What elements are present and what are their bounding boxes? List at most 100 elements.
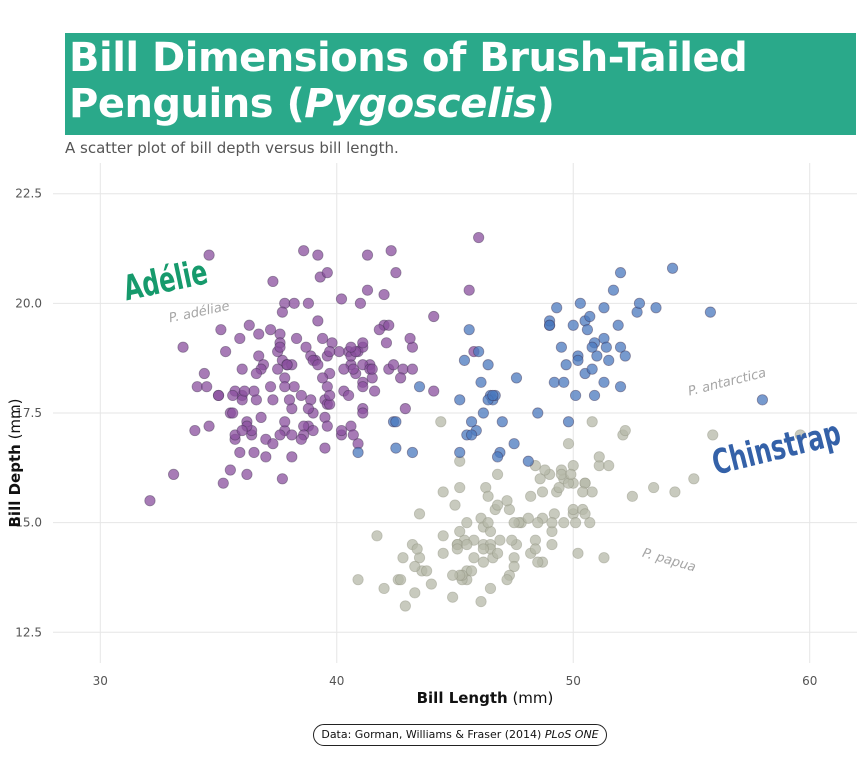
adelie-point: [220, 345, 232, 358]
gentoo-point: [558, 517, 570, 529]
chinstrap-point: [584, 310, 596, 323]
gentoo-point: [525, 490, 537, 502]
adelie-point: [241, 468, 253, 481]
chinstrap-point: [598, 376, 610, 388]
adelie-point: [373, 324, 385, 336]
chinstrap-point: [607, 284, 620, 296]
adelie-point: [217, 477, 229, 489]
adelie-point: [227, 407, 239, 419]
gentoo-point: [437, 486, 449, 498]
gentoo-point: [539, 464, 551, 476]
chinstrap-point: [586, 363, 598, 375]
gentoo-point: [565, 468, 577, 481]
gentoo-point: [598, 552, 610, 564]
adelie-point: [260, 451, 272, 463]
gentoo-point: [536, 486, 549, 498]
gentoo-point: [449, 499, 461, 511]
adelie-point: [395, 372, 407, 384]
gentoo-point: [461, 517, 473, 529]
chinstrap-point: [463, 324, 475, 336]
adelie-point: [276, 306, 288, 318]
adelie-point: [248, 446, 260, 459]
chinstrap-point: [598, 302, 610, 314]
chinstrap-point: [406, 446, 419, 459]
gentoo-point: [567, 503, 579, 516]
adelie-point: [201, 381, 213, 393]
chinstrap-point: [475, 376, 487, 388]
adelie-point: [302, 297, 314, 309]
title-banner: [65, 33, 856, 135]
adelie-point: [283, 394, 296, 406]
gentoo-point: [532, 556, 544, 568]
adelie-point: [288, 381, 300, 393]
adelie-point: [390, 267, 402, 279]
gentoo-point: [555, 468, 568, 481]
adelie-point: [234, 332, 246, 345]
adelie-point: [191, 381, 203, 393]
gentoo-point: [378, 582, 390, 595]
gentoo-point: [477, 556, 489, 568]
gentoo-point: [491, 468, 504, 481]
chinstrap-point: [569, 389, 582, 402]
adelie-point: [385, 245, 397, 257]
adelie-point: [215, 324, 227, 336]
adelie-point: [321, 420, 333, 432]
gentoo-point: [501, 574, 513, 586]
adelie-point: [177, 341, 189, 353]
gentoo-point: [522, 512, 534, 524]
gentoo-point: [482, 517, 494, 529]
adelie-point: [276, 473, 288, 485]
gentoo-point: [501, 495, 513, 507]
chinstrap-point: [633, 297, 646, 309]
caption-journal: PLoS ONE: [544, 728, 599, 741]
chinstrap-point: [510, 372, 523, 384]
adelie-point: [312, 249, 324, 261]
chinstrap-point: [572, 354, 584, 366]
gentoo-point: [482, 490, 494, 502]
adelie-point: [274, 341, 286, 353]
chinstrap-point: [454, 394, 466, 406]
gentoo-point: [569, 517, 582, 529]
chinstrap-point: [458, 354, 471, 366]
gentoo-point: [584, 517, 596, 529]
adelie-point: [406, 363, 419, 375]
chinstrap-point: [496, 416, 508, 428]
adelie-point: [357, 337, 369, 349]
adelie-point: [399, 403, 411, 415]
chinstrap-point: [704, 306, 716, 318]
gentoo-point: [491, 499, 504, 511]
adelie-point: [357, 381, 369, 393]
gentoo-point: [468, 552, 480, 564]
adelie-point: [227, 389, 239, 402]
adelie-point: [387, 359, 400, 371]
adelie-point: [324, 345, 336, 358]
chinstrap-point: [522, 455, 534, 467]
gentoo-point: [586, 416, 598, 428]
adelie-point: [324, 389, 336, 402]
adelie-point: [234, 446, 246, 459]
adelie-point: [253, 328, 265, 340]
chinstrap-point: [491, 451, 504, 463]
gentoo-point: [409, 587, 421, 599]
gentoo-point: [577, 486, 589, 498]
gentoo-point: [586, 486, 598, 498]
adelie-point: [298, 245, 310, 257]
gentoo-point: [553, 481, 565, 494]
adelie-point: [335, 424, 348, 437]
chinstrap-point: [619, 350, 631, 362]
chinstrap-point: [600, 341, 612, 353]
adelie-point: [307, 424, 319, 437]
adelie-point: [404, 332, 416, 345]
adelie-point: [267, 438, 279, 450]
gentoo-point: [465, 565, 478, 577]
gentoo-point: [794, 429, 806, 441]
title-line-1: Bill Dimensions of Brush-Tailed: [69, 35, 748, 81]
adelie-point: [361, 249, 374, 261]
gentoo-point: [421, 565, 433, 577]
adelie-point: [347, 429, 359, 441]
adelie-point: [316, 372, 329, 384]
gentoo-latin-name-label: P. papua: [640, 546, 697, 576]
adelie-point: [319, 442, 331, 454]
adelie-point: [428, 385, 440, 397]
